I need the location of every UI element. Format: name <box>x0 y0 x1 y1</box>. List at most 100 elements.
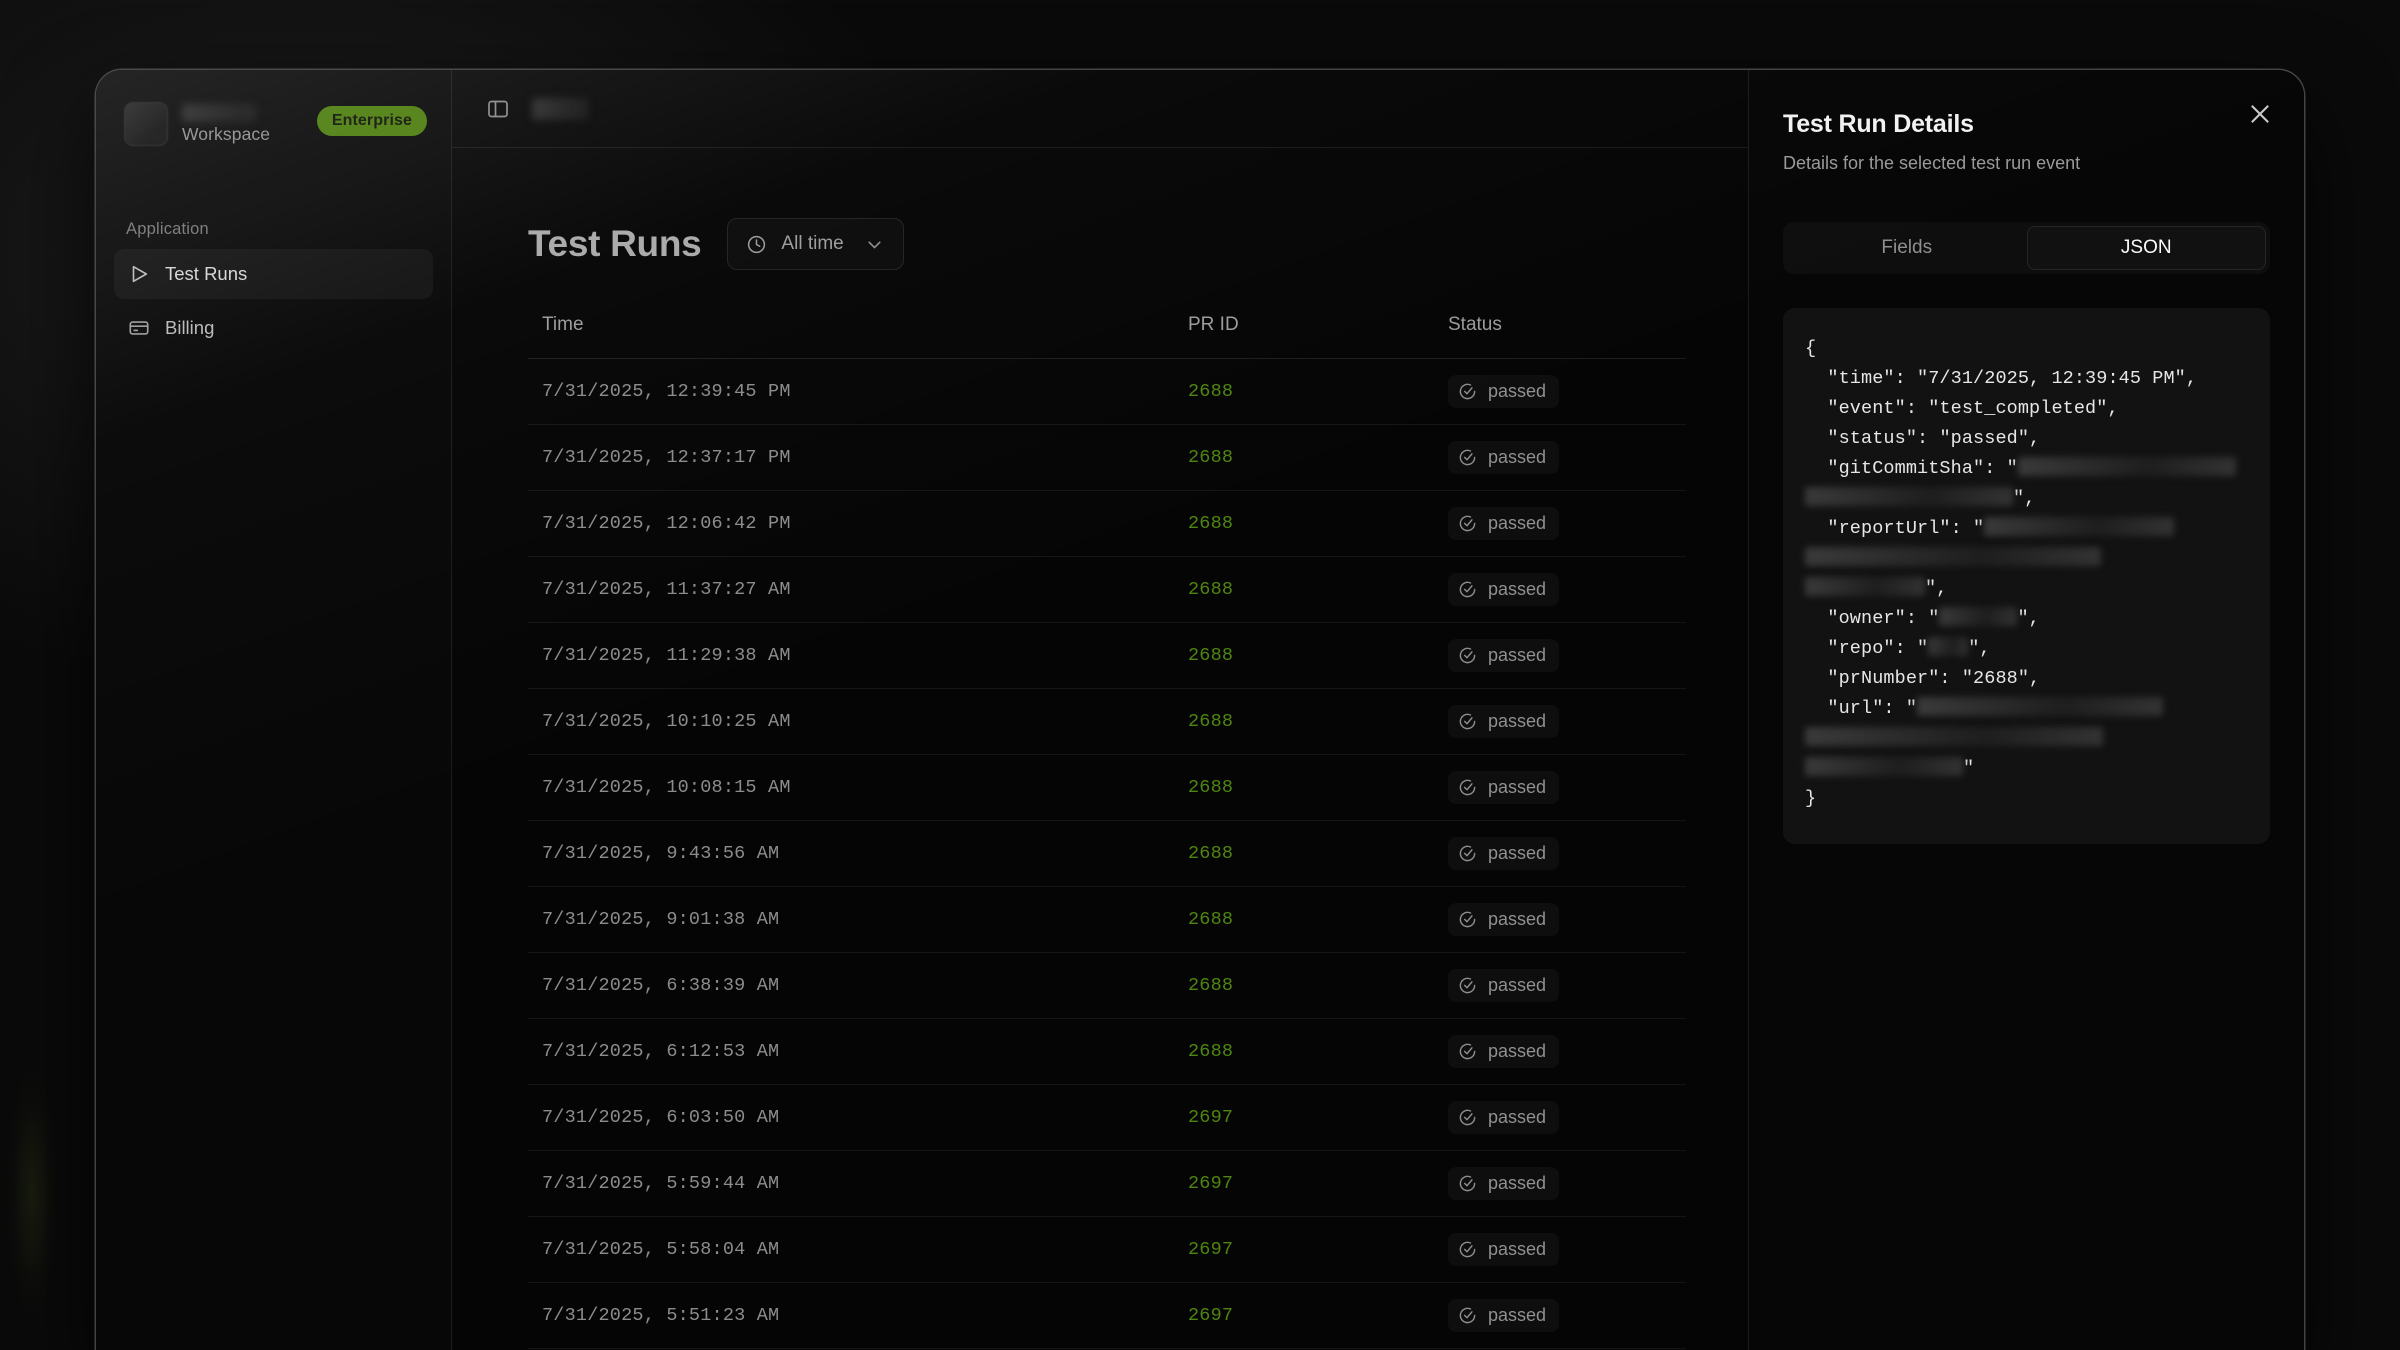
status-badge: passed <box>1448 1035 1560 1068</box>
cell-pr-id[interactable]: 2688 <box>1188 754 1448 821</box>
breadcrumb-redacted <box>532 97 588 120</box>
app-window: Workspace Enterprise Application Test Ru… <box>96 70 2304 1350</box>
workspace-logo <box>124 102 168 146</box>
redacted-value <box>1805 726 2103 746</box>
page-body: Test Runs All time <box>452 148 1748 1350</box>
cell-status: passed <box>1448 952 1686 1019</box>
sidebar-item-test-runs[interactable]: Test Runs <box>114 249 433 299</box>
credit-card-icon <box>128 317 150 339</box>
redacted-value <box>2017 456 2236 476</box>
table-row[interactable]: 7/31/2025, 11:29:38 AM 2688 passed <box>528 622 1686 689</box>
json-key: "prNumber": <box>1827 667 1951 689</box>
cell-pr-id[interactable]: 2697 <box>1188 1084 1448 1151</box>
circle-check-icon <box>1458 646 1477 665</box>
cell-time: 7/31/2025, 5:58:04 AM <box>528 1216 1188 1283</box>
table-row[interactable]: 7/31/2025, 6:12:53 AM 2688 passed <box>528 1018 1686 1085</box>
cell-time: 7/31/2025, 10:08:15 AM <box>528 754 1188 821</box>
json-value: "passed", <box>1939 427 2041 449</box>
json-key: "time": <box>1827 367 1906 389</box>
time-range-filter[interactable]: All time <box>727 218 904 270</box>
cell-pr-id[interactable]: 2688 <box>1188 688 1448 755</box>
details-view-toggle: Fields JSON <box>1783 222 2270 274</box>
table-row[interactable]: 7/31/2025, 12:37:17 PM 2688 passed <box>528 424 1686 491</box>
status-label: passed <box>1488 447 1547 467</box>
cell-pr-id[interactable]: 2688 <box>1188 820 1448 887</box>
status-label: passed <box>1488 843 1547 863</box>
workspace-switcher[interactable]: Workspace Enterprise <box>114 96 433 148</box>
tab-json[interactable]: JSON <box>2026 226 2266 270</box>
status-badge: passed <box>1448 837 1560 870</box>
circle-check-icon <box>1458 1108 1477 1127</box>
json-key: "owner": <box>1827 607 1918 629</box>
cell-pr-id[interactable]: 2688 <box>1188 358 1448 425</box>
status-label: passed <box>1488 645 1547 665</box>
cell-pr-id[interactable]: 2688 <box>1188 490 1448 557</box>
cell-status: passed <box>1448 820 1686 887</box>
json-close-brace: } <box>1805 787 1817 809</box>
column-header-pr-id: PR ID <box>1188 314 1448 359</box>
cell-status: passed <box>1448 1084 1686 1151</box>
cell-time: 7/31/2025, 11:37:27 AM <box>528 556 1188 623</box>
cell-status: passed <box>1448 424 1686 491</box>
sidebar-item-label: Billing <box>165 317 215 338</box>
table-head: Time PR ID Status <box>528 314 1686 359</box>
cell-pr-id[interactable]: 2697 <box>1188 1150 1448 1217</box>
close-icon[interactable] <box>2246 100 2274 128</box>
cell-pr-id[interactable]: 2688 <box>1188 556 1448 623</box>
cell-status: passed <box>1448 1282 1686 1349</box>
cell-pr-id[interactable]: 2688 <box>1188 886 1448 953</box>
tab-fields[interactable]: Fields <box>1881 237 1933 258</box>
table-row[interactable]: 7/31/2025, 11:37:27 AM 2688 passed <box>528 556 1686 623</box>
table-row[interactable]: 7/31/2025, 5:58:04 AM 2697 passed <box>528 1216 1686 1283</box>
clock-icon <box>746 234 767 255</box>
cell-pr-id[interactable]: 2697 <box>1188 1216 1448 1283</box>
sidebar-item-label: Test Runs <box>165 263 248 284</box>
redacted-value <box>1805 756 1963 776</box>
panel-left-icon[interactable] <box>486 97 510 121</box>
redacted-value <box>1805 546 2101 566</box>
nav-section-label: Application <box>126 220 209 238</box>
circle-check-icon <box>1458 712 1477 731</box>
cell-pr-id[interactable]: 2688 <box>1188 424 1448 491</box>
redacted-value <box>1984 516 2175 536</box>
table-row[interactable]: 7/31/2025, 10:10:25 AM 2688 passed <box>528 688 1686 755</box>
table-row[interactable]: 7/31/2025, 9:01:38 AM 2688 passed <box>528 886 1686 953</box>
status-label: passed <box>1488 711 1547 731</box>
cell-pr-id[interactable]: 2697 <box>1188 1282 1448 1349</box>
workspace-subtitle: Workspace <box>182 123 271 144</box>
circle-check-icon <box>1458 1240 1477 1259</box>
table-row[interactable]: 7/31/2025, 9:43:56 AM 2688 passed <box>528 820 1686 887</box>
cell-status: passed <box>1448 754 1686 821</box>
circle-check-icon <box>1458 910 1477 929</box>
circle-check-icon <box>1458 844 1477 863</box>
cell-time: 7/31/2025, 12:39:45 PM <box>528 358 1188 425</box>
cell-status: passed <box>1448 358 1686 425</box>
table-row[interactable]: 7/31/2025, 12:39:45 PM 2688 passed <box>528 358 1686 425</box>
table-row[interactable]: 7/31/2025, 5:51:23 AM 2697 passed <box>528 1282 1686 1349</box>
chevron-down-icon <box>864 234 885 255</box>
cell-pr-id[interactable]: 2688 <box>1188 952 1448 1019</box>
circle-check-icon <box>1458 1042 1477 1061</box>
status-badge: passed <box>1448 771 1560 804</box>
status-label: passed <box>1488 1305 1547 1325</box>
test-runs-table: Time PR ID Status 7/31/2025, 12:39:45 PM… <box>528 314 1686 1349</box>
redacted-value <box>1805 486 2013 506</box>
main-content: Test Runs All time <box>452 70 1748 1350</box>
table-row[interactable]: 7/31/2025, 10:08:15 AM 2688 passed <box>528 754 1686 821</box>
status-badge: passed <box>1448 705 1560 738</box>
cell-pr-id[interactable]: 2688 <box>1188 1018 1448 1085</box>
status-label: passed <box>1488 1173 1547 1193</box>
table-row[interactable]: 7/31/2025, 6:03:50 AM 2697 passed <box>528 1084 1686 1151</box>
column-header-status: Status <box>1448 314 1686 359</box>
sidebar-item-billing[interactable]: Billing <box>114 303 433 353</box>
cell-pr-id[interactable]: 2688 <box>1188 622 1448 689</box>
table-row[interactable]: 7/31/2025, 12:06:42 PM 2688 passed <box>528 490 1686 557</box>
table-header-row: Time PR ID Status <box>528 314 1686 359</box>
status-badge: passed <box>1448 1299 1560 1332</box>
table-row[interactable]: 7/31/2025, 6:38:39 AM 2688 passed <box>528 952 1686 1019</box>
table-row[interactable]: 7/31/2025, 5:59:44 AM 2697 passed <box>528 1150 1686 1217</box>
cell-status: passed <box>1448 1216 1686 1283</box>
json-open-brace: { <box>1805 338 1817 359</box>
status-badge: passed <box>1448 507 1560 540</box>
